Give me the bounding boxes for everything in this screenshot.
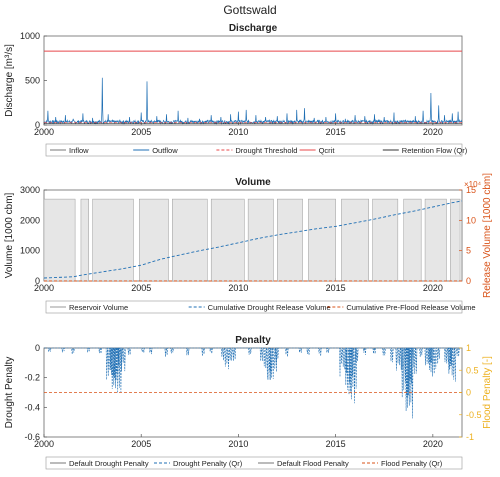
x-tick-label: 2015	[326, 283, 346, 293]
y-tick-label: -0.2	[24, 373, 40, 383]
x-tick-label: 2020	[423, 283, 443, 293]
x-tick-label: 2015	[326, 127, 346, 137]
figure-title: Gottswald	[223, 3, 276, 17]
y-axis-label: Discharge [m³/s]	[4, 44, 15, 117]
y-tick-label: 0	[35, 120, 40, 130]
reservoir-volume-block	[341, 198, 369, 282]
y-tick-label: 2000	[20, 215, 40, 225]
x-tick-label: 2015	[326, 439, 346, 449]
reservoir-volume-block	[43, 198, 76, 282]
y2-tick-label: 1	[466, 343, 471, 353]
y-tick-label: 0	[35, 276, 40, 286]
reservoir-volume-block	[403, 198, 422, 282]
y2-tick-label: 5	[466, 246, 471, 256]
legend-entry: Inflow	[69, 146, 89, 155]
reservoir-volume-block	[424, 198, 447, 282]
legend-box	[45, 143, 463, 157]
y-axis-label: Drought Penalty	[4, 357, 15, 429]
x-tick-label: 2020	[423, 439, 443, 449]
x-tick-label: 2005	[131, 439, 151, 449]
x-tick-label: 2010	[228, 283, 248, 293]
reservoir-volume-block	[277, 198, 303, 282]
panel-title: Penalty	[235, 335, 271, 346]
x-tick-label: 2020	[423, 127, 443, 137]
reservoir-volume-block	[172, 198, 208, 282]
y2-tick-label: 0	[466, 388, 471, 398]
reservoir-volume-block	[210, 198, 245, 282]
y-tick-label: -0.4	[24, 402, 40, 412]
reservoir-volume-block	[308, 198, 336, 282]
y-tick-label: 1000	[20, 31, 40, 41]
x-tick-label: 2000	[34, 439, 54, 449]
y2-tick-label: 0	[466, 276, 471, 286]
reservoir-volume-block	[372, 198, 399, 282]
legend-entry: Cumulative Drought Release Volume	[208, 303, 331, 312]
series-outflow	[43, 77, 463, 125]
axes-frame	[43, 35, 463, 126]
y2-axis-label: Flood Penalty [-]	[482, 356, 493, 429]
y2-tick-label: 0.5	[466, 365, 479, 375]
x-tick-label: 2005	[131, 127, 151, 137]
legend-entry: Qcrit	[319, 146, 336, 155]
y2-axis-label: Release Volume [1000 cbm]	[482, 173, 493, 298]
legend-entry: Retention Flow (Qr)	[402, 146, 468, 155]
reservoir-volume-block	[139, 198, 169, 282]
legend-entry: Outflow	[152, 146, 178, 155]
legend-entry: Default Flood Penalty	[277, 459, 349, 468]
y-tick-label: 1000	[20, 246, 40, 256]
x-tick-label: 2000	[34, 283, 54, 293]
legend-entry: Cumulative Pre-Flood Release Volume	[346, 303, 475, 312]
legend-entry: Drought Penalty (Qr)	[173, 459, 243, 468]
legend-box	[45, 456, 463, 470]
y2-tick-label: -1	[466, 432, 474, 442]
y2-tick-label: -0.5	[466, 410, 482, 420]
series-drought-penalty	[44, 347, 462, 419]
x-tick-label: 2000	[34, 127, 54, 137]
y-tick-label: 500	[25, 76, 40, 86]
y2-tick-label: 15	[466, 185, 476, 195]
legend-entry: Drought Threshold	[235, 146, 297, 155]
panel-title: Discharge	[229, 23, 278, 34]
x-tick-label: 2010	[228, 439, 248, 449]
reservoir-volume-block	[92, 198, 134, 282]
panel-title: Volume	[235, 177, 271, 188]
reservoir-volume-block	[80, 198, 89, 282]
y2-exponent: ×10⁴	[464, 180, 482, 189]
legend-entry: Flood Penalty (Qr)	[381, 459, 443, 468]
legend-entry: Default Drought Penalty	[69, 459, 149, 468]
x-tick-label: 2010	[228, 127, 248, 137]
legend-entry: Reservoir Volume	[69, 303, 128, 312]
y-tick-label: -0.6	[24, 432, 40, 442]
y-tick-label: 0	[35, 343, 40, 353]
legend-box	[45, 300, 463, 314]
reservoir-volume-block	[450, 198, 461, 282]
y-axis-label: Volume [1000 cbm]	[4, 192, 15, 278]
series-cumulative-drought-release	[43, 200, 463, 279]
y2-tick-label: 10	[466, 215, 476, 225]
x-tick-label: 2005	[131, 283, 151, 293]
y-tick-label: 3000	[20, 185, 40, 195]
